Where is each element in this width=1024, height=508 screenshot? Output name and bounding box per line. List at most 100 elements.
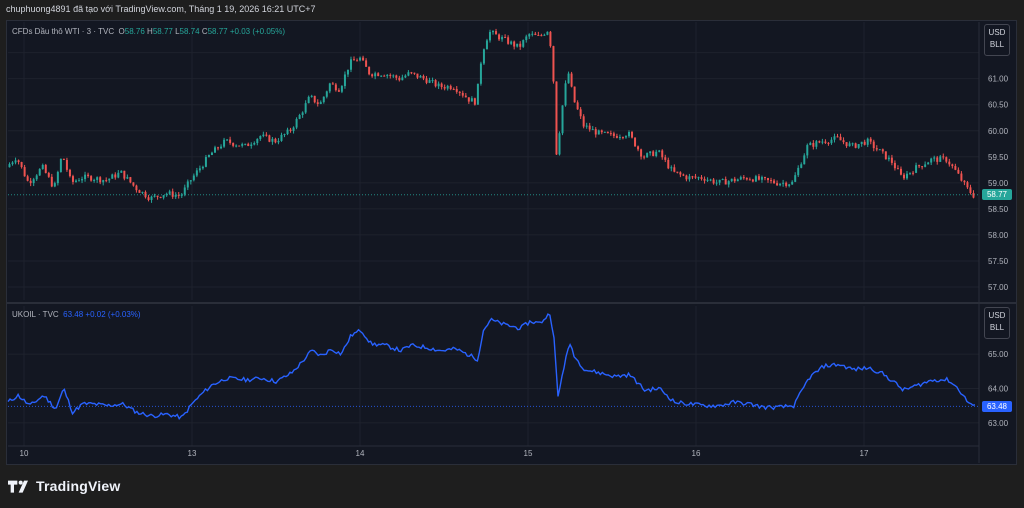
candle-body <box>292 127 295 131</box>
candle-body <box>643 156 646 158</box>
candle-body <box>192 175 195 181</box>
candle-body <box>241 144 244 146</box>
chart-frame[interactable] <box>6 20 1017 465</box>
candle-body <box>232 142 235 146</box>
candle-body <box>11 162 14 165</box>
candle-body <box>649 151 652 154</box>
time-tick-label: 14 <box>356 449 365 458</box>
candle-body <box>957 169 960 174</box>
candle-body <box>340 86 343 92</box>
candle-body <box>809 142 812 146</box>
close-label: C <box>201 27 208 36</box>
candle-body <box>84 174 87 180</box>
candle-body <box>156 195 159 197</box>
candle-body <box>186 181 189 188</box>
candle-body <box>588 125 591 130</box>
candle-body <box>410 72 413 74</box>
top-price-tick-label: 60.50 <box>988 101 1009 110</box>
candle-body <box>334 84 337 91</box>
candle-body <box>123 170 126 179</box>
candle-body <box>226 139 229 141</box>
candle-body <box>730 178 733 182</box>
candle-body <box>165 193 168 196</box>
candle-body <box>706 179 709 181</box>
candle-body <box>17 160 20 163</box>
candle-body <box>132 182 135 186</box>
candle-body <box>47 172 50 177</box>
candle-body <box>528 34 531 37</box>
candle-body <box>401 77 404 81</box>
candle-body <box>289 129 292 131</box>
candle-body <box>428 80 431 83</box>
candle-body <box>322 96 325 103</box>
candle-body <box>386 74 389 76</box>
candle-body <box>458 91 461 93</box>
top-currency-badge[interactable]: USD BLL <box>984 24 1010 56</box>
candle-body <box>425 78 428 83</box>
candle-body <box>745 178 748 180</box>
bottom-currency-badge[interactable]: USD BLL <box>984 307 1010 339</box>
candle-body <box>20 162 23 168</box>
candle-body <box>253 143 256 145</box>
candle-body <box>715 182 718 184</box>
candle-body <box>35 175 38 180</box>
candle-body <box>41 164 44 170</box>
candle-body <box>884 151 887 160</box>
candle-body <box>773 180 776 184</box>
candle-body <box>141 191 144 193</box>
candle-body <box>969 187 972 194</box>
candle-body <box>229 139 232 143</box>
low-value: 58.74 <box>179 27 200 36</box>
candle-body <box>893 162 896 169</box>
candle-body <box>770 180 773 182</box>
candle-body <box>890 157 893 163</box>
candle-body <box>552 46 555 82</box>
candle-body <box>488 31 491 41</box>
candle-body <box>180 194 183 196</box>
candle-body <box>942 156 945 158</box>
candle-body <box>718 179 721 183</box>
candle-body <box>516 43 519 47</box>
candle-body <box>872 141 875 149</box>
candle-body <box>576 102 579 110</box>
candle-body <box>546 31 549 35</box>
candle-body <box>510 41 513 44</box>
candle-body <box>174 195 177 197</box>
candle-body <box>295 118 298 128</box>
candle-body <box>250 144 253 147</box>
candle-body <box>930 158 933 163</box>
candle-body <box>62 158 65 160</box>
candle-body <box>235 145 238 147</box>
candle-body <box>126 177 129 179</box>
candle-body <box>594 129 597 135</box>
ukoil-line-series <box>7 313 976 421</box>
pane-divider[interactable] <box>6 302 1017 304</box>
candle-body <box>404 75 407 78</box>
candle-body <box>259 136 262 139</box>
candle-body <box>8 164 11 168</box>
candle-body <box>742 177 745 179</box>
candle-body <box>371 74 374 77</box>
candle-body <box>223 139 226 147</box>
candle-body <box>383 75 386 77</box>
candle-body <box>534 33 537 35</box>
candle-body <box>485 40 488 50</box>
candle-body <box>195 170 198 176</box>
candle-body <box>392 75 395 77</box>
candle-body <box>177 195 180 197</box>
candle-body <box>779 183 782 186</box>
candle-body <box>117 172 120 178</box>
candle-body <box>461 92 464 96</box>
candle-body <box>374 73 377 77</box>
candle-body <box>887 157 890 160</box>
candle-body <box>362 57 365 61</box>
candle-body <box>627 131 630 137</box>
candle-body <box>53 183 56 187</box>
candle-body <box>213 147 216 153</box>
candle-body <box>906 173 909 179</box>
candle-body <box>960 173 963 181</box>
candle-body <box>507 37 510 44</box>
candle-body <box>869 138 872 142</box>
candle-body <box>709 179 712 181</box>
